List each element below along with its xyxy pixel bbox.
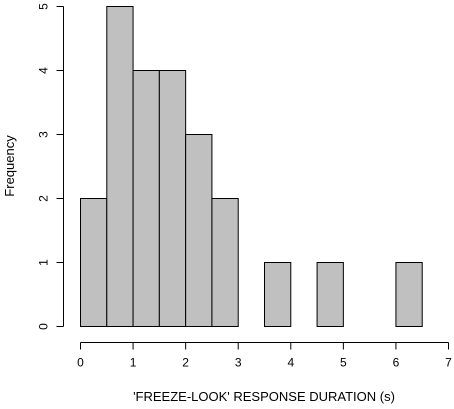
- histogram-bars: [80, 6, 423, 327]
- histogram-bar: [80, 198, 108, 327]
- histogram-bar: [264, 262, 292, 327]
- y-axis: 0 1 2 3 4 5: [37, 3, 64, 330]
- x-tick-label: 4: [287, 356, 294, 370]
- histogram-bar: [185, 134, 213, 327]
- histogram-bar: [211, 198, 239, 327]
- y-tick-label: 3: [37, 131, 51, 138]
- y-axis-title: Frequency: [2, 135, 17, 197]
- histogram-bar: [316, 262, 344, 327]
- x-tick-label: 7: [445, 356, 452, 370]
- x-tick-label: 1: [130, 356, 137, 370]
- y-tick-label: 0: [37, 323, 51, 330]
- x-tick-label: 5: [340, 356, 347, 370]
- histogram-bar: [106, 6, 134, 327]
- x-tick-label: 2: [182, 356, 189, 370]
- x-axis-title: 'FREEZE-LOOK' RESPONSE DURATION (s): [133, 389, 395, 404]
- x-tick-label: 0: [77, 356, 84, 370]
- histogram-bar: [132, 70, 160, 327]
- histogram-bar: [395, 262, 423, 327]
- y-tick-label: 2: [37, 195, 51, 202]
- x-tick-label: 6: [393, 356, 400, 370]
- y-tick-label: 5: [37, 3, 51, 10]
- x-axis: 0 1 2 3 4 5 6 7: [77, 342, 452, 370]
- histogram-bar: [158, 70, 187, 327]
- y-tick-label: 1: [37, 259, 51, 266]
- y-tick-label: 4: [37, 67, 51, 74]
- x-tick-label: 3: [235, 356, 242, 370]
